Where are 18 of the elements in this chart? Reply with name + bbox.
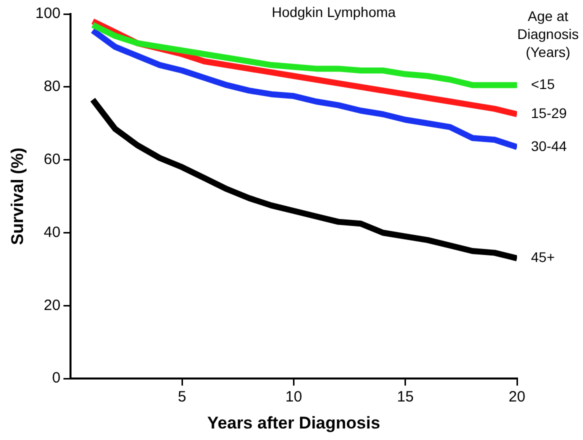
- y-tick-label: 20: [44, 296, 60, 314]
- x-tick-label: 20: [508, 388, 526, 406]
- y-axis-title: Survival (%): [8, 148, 27, 245]
- y-tick-label: 40: [44, 224, 60, 241]
- y-tick-label: 60: [44, 150, 60, 168]
- y-tick-label: 0: [52, 370, 60, 387]
- series-label: 45+: [531, 249, 555, 266]
- legend-title: Age at Diagnosis (Years): [517, 8, 579, 60]
- x-tick-label: 10: [285, 388, 302, 406]
- x-axis-title: Years after Diagnosis: [207, 413, 380, 432]
- y-tick-label: 80: [44, 78, 60, 96]
- y-tick-label: 100: [35, 5, 60, 22]
- x-tick-label: 5: [178, 388, 186, 406]
- chart-title: Hodgkin Lymphoma: [272, 4, 396, 20]
- series-label: 30-44: [531, 138, 568, 154]
- x-tick-label: 15: [397, 388, 414, 406]
- series-label: <15: [531, 76, 555, 92]
- series-label: 15-29: [531, 105, 568, 122]
